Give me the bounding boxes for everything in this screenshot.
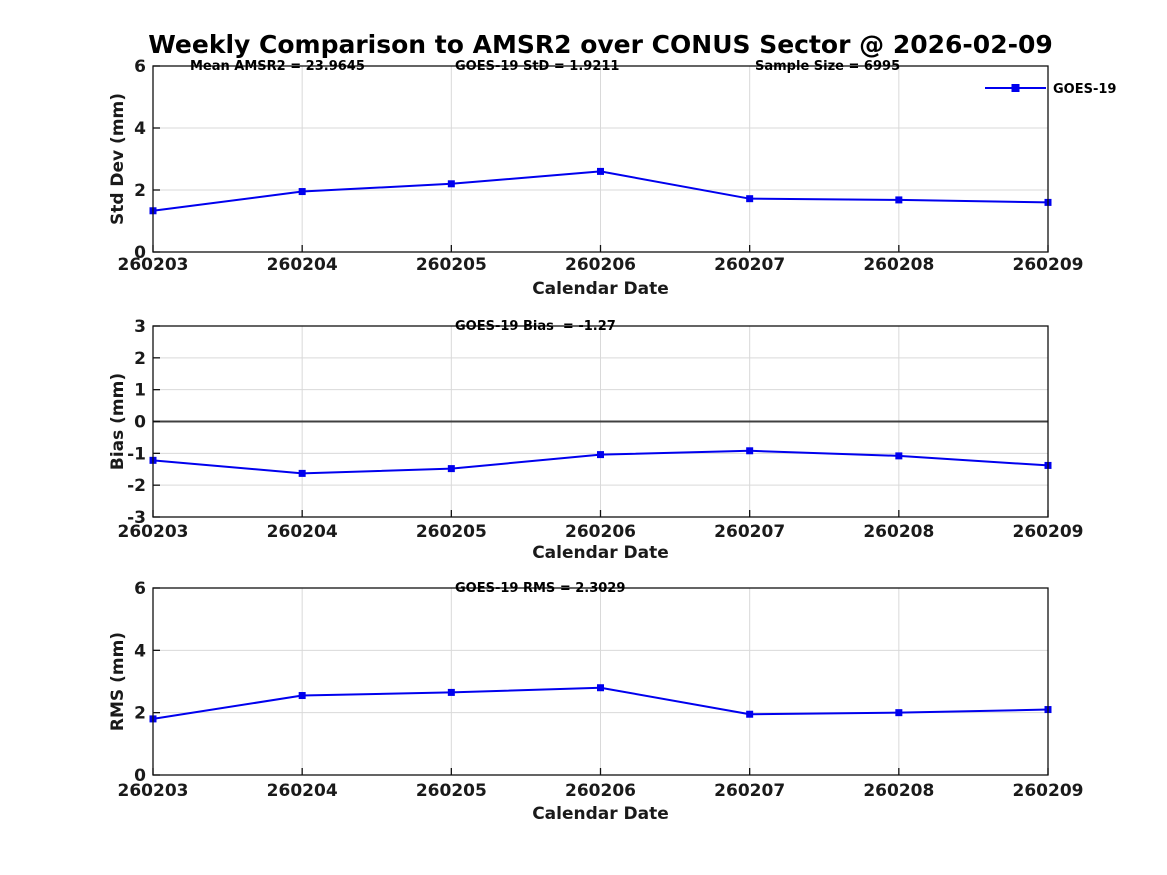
y-tick-label: 6 (134, 57, 146, 77)
data-point-marker (597, 451, 604, 459)
x-tick-label: 260203 (118, 522, 189, 542)
x-tick-label: 260206 (565, 781, 636, 801)
y-tick-label: 6 (134, 579, 146, 599)
annotation: Sample Size = 6995 (755, 59, 900, 74)
x-axis-label: Calendar Date (532, 543, 669, 563)
x-tick-label: 260203 (118, 781, 189, 801)
x-tick-label: 260209 (1013, 781, 1084, 801)
chart-title: Weekly Comparison to AMSR2 over CONUS Se… (148, 30, 1053, 59)
data-point-marker (447, 180, 455, 188)
y-tick-label: 3 (134, 317, 146, 337)
x-axis-label: Calendar Date (532, 804, 669, 824)
data-point-marker (746, 195, 754, 203)
x-tick-label: 260204 (267, 255, 338, 275)
data-point-marker (895, 196, 903, 204)
y-tick-label: 2 (134, 704, 146, 724)
x-tick-label: 260207 (714, 781, 785, 801)
data-point-marker (447, 465, 455, 473)
x-tick-label: 260205 (416, 781, 487, 801)
y-tick-label: -2 (127, 476, 146, 496)
y-axis-label: Bias (mm) (108, 373, 128, 470)
y-tick-label: 0 (134, 413, 146, 433)
x-tick-label: 260208 (863, 522, 934, 542)
x-tick-label: 260207 (714, 522, 785, 542)
x-tick-label: 260209 (1013, 522, 1084, 542)
data-point-marker (895, 709, 903, 717)
x-tick-label: 260207 (714, 255, 785, 275)
x-tick-label: 260209 (1013, 255, 1084, 275)
annotation: GOES-19 StD = 1.9211 (455, 59, 619, 74)
data-point-marker (746, 447, 754, 455)
y-tick-label: 0 (134, 243, 146, 263)
legend-label: GOES-19 (1053, 82, 1116, 97)
x-tick-label: 260208 (863, 781, 934, 801)
data-point-marker (597, 167, 604, 175)
data-point-marker (895, 452, 903, 460)
data-point-marker (746, 710, 754, 718)
subplot-std-dev: 260203 260204 260205 260206 260207 260208 2602… (108, 57, 1116, 299)
legend: GOES-19 (985, 82, 1116, 97)
x-tick-label: 260205 (416, 255, 487, 275)
subplot-bias: 260203 260204 260205 260206 260207 260208 2602… (108, 317, 1083, 563)
annotation: GOES-19 RMS = 2.3029 (455, 581, 625, 596)
x-tick-label: 260205 (416, 522, 487, 542)
y-tick-label: 4 (134, 119, 146, 139)
x-tick-label: 260206 (565, 522, 636, 542)
y-tick-label: 2 (134, 181, 146, 201)
x-tick-label: 260204 (267, 522, 338, 542)
data-point-marker (597, 684, 604, 692)
y-tick-label: 4 (134, 641, 146, 661)
data-point-marker (298, 188, 306, 196)
y-tick-label: 0 (134, 766, 146, 786)
data-point-marker (447, 688, 455, 696)
x-tick-label: 260208 (863, 255, 934, 275)
y-tick-label: -1 (127, 444, 146, 464)
y-tick-label: 2 (134, 349, 146, 369)
y-tick-label: 1 (134, 381, 146, 401)
annotation: GOES-19 Bias = -1.27 (455, 319, 616, 334)
y-tick-label: -3 (127, 508, 146, 528)
legend-marker (1011, 84, 1020, 92)
x-tick-label: 260203 (118, 255, 189, 275)
annotation: Mean AMSR2 = 23.9645 (190, 59, 365, 74)
data-point-marker (298, 692, 306, 700)
subplot-rms: 260203 260204 260205 260206 260207 260208 2602… (108, 579, 1083, 824)
x-tick-label: 260204 (267, 781, 338, 801)
x-axis-label: Calendar Date (532, 279, 669, 299)
x-tick-label: 260206 (565, 255, 636, 275)
data-point-marker (298, 469, 306, 477)
y-axis-label: RMS (mm) (108, 632, 128, 731)
y-axis-label: Std Dev (mm) (108, 93, 128, 225)
